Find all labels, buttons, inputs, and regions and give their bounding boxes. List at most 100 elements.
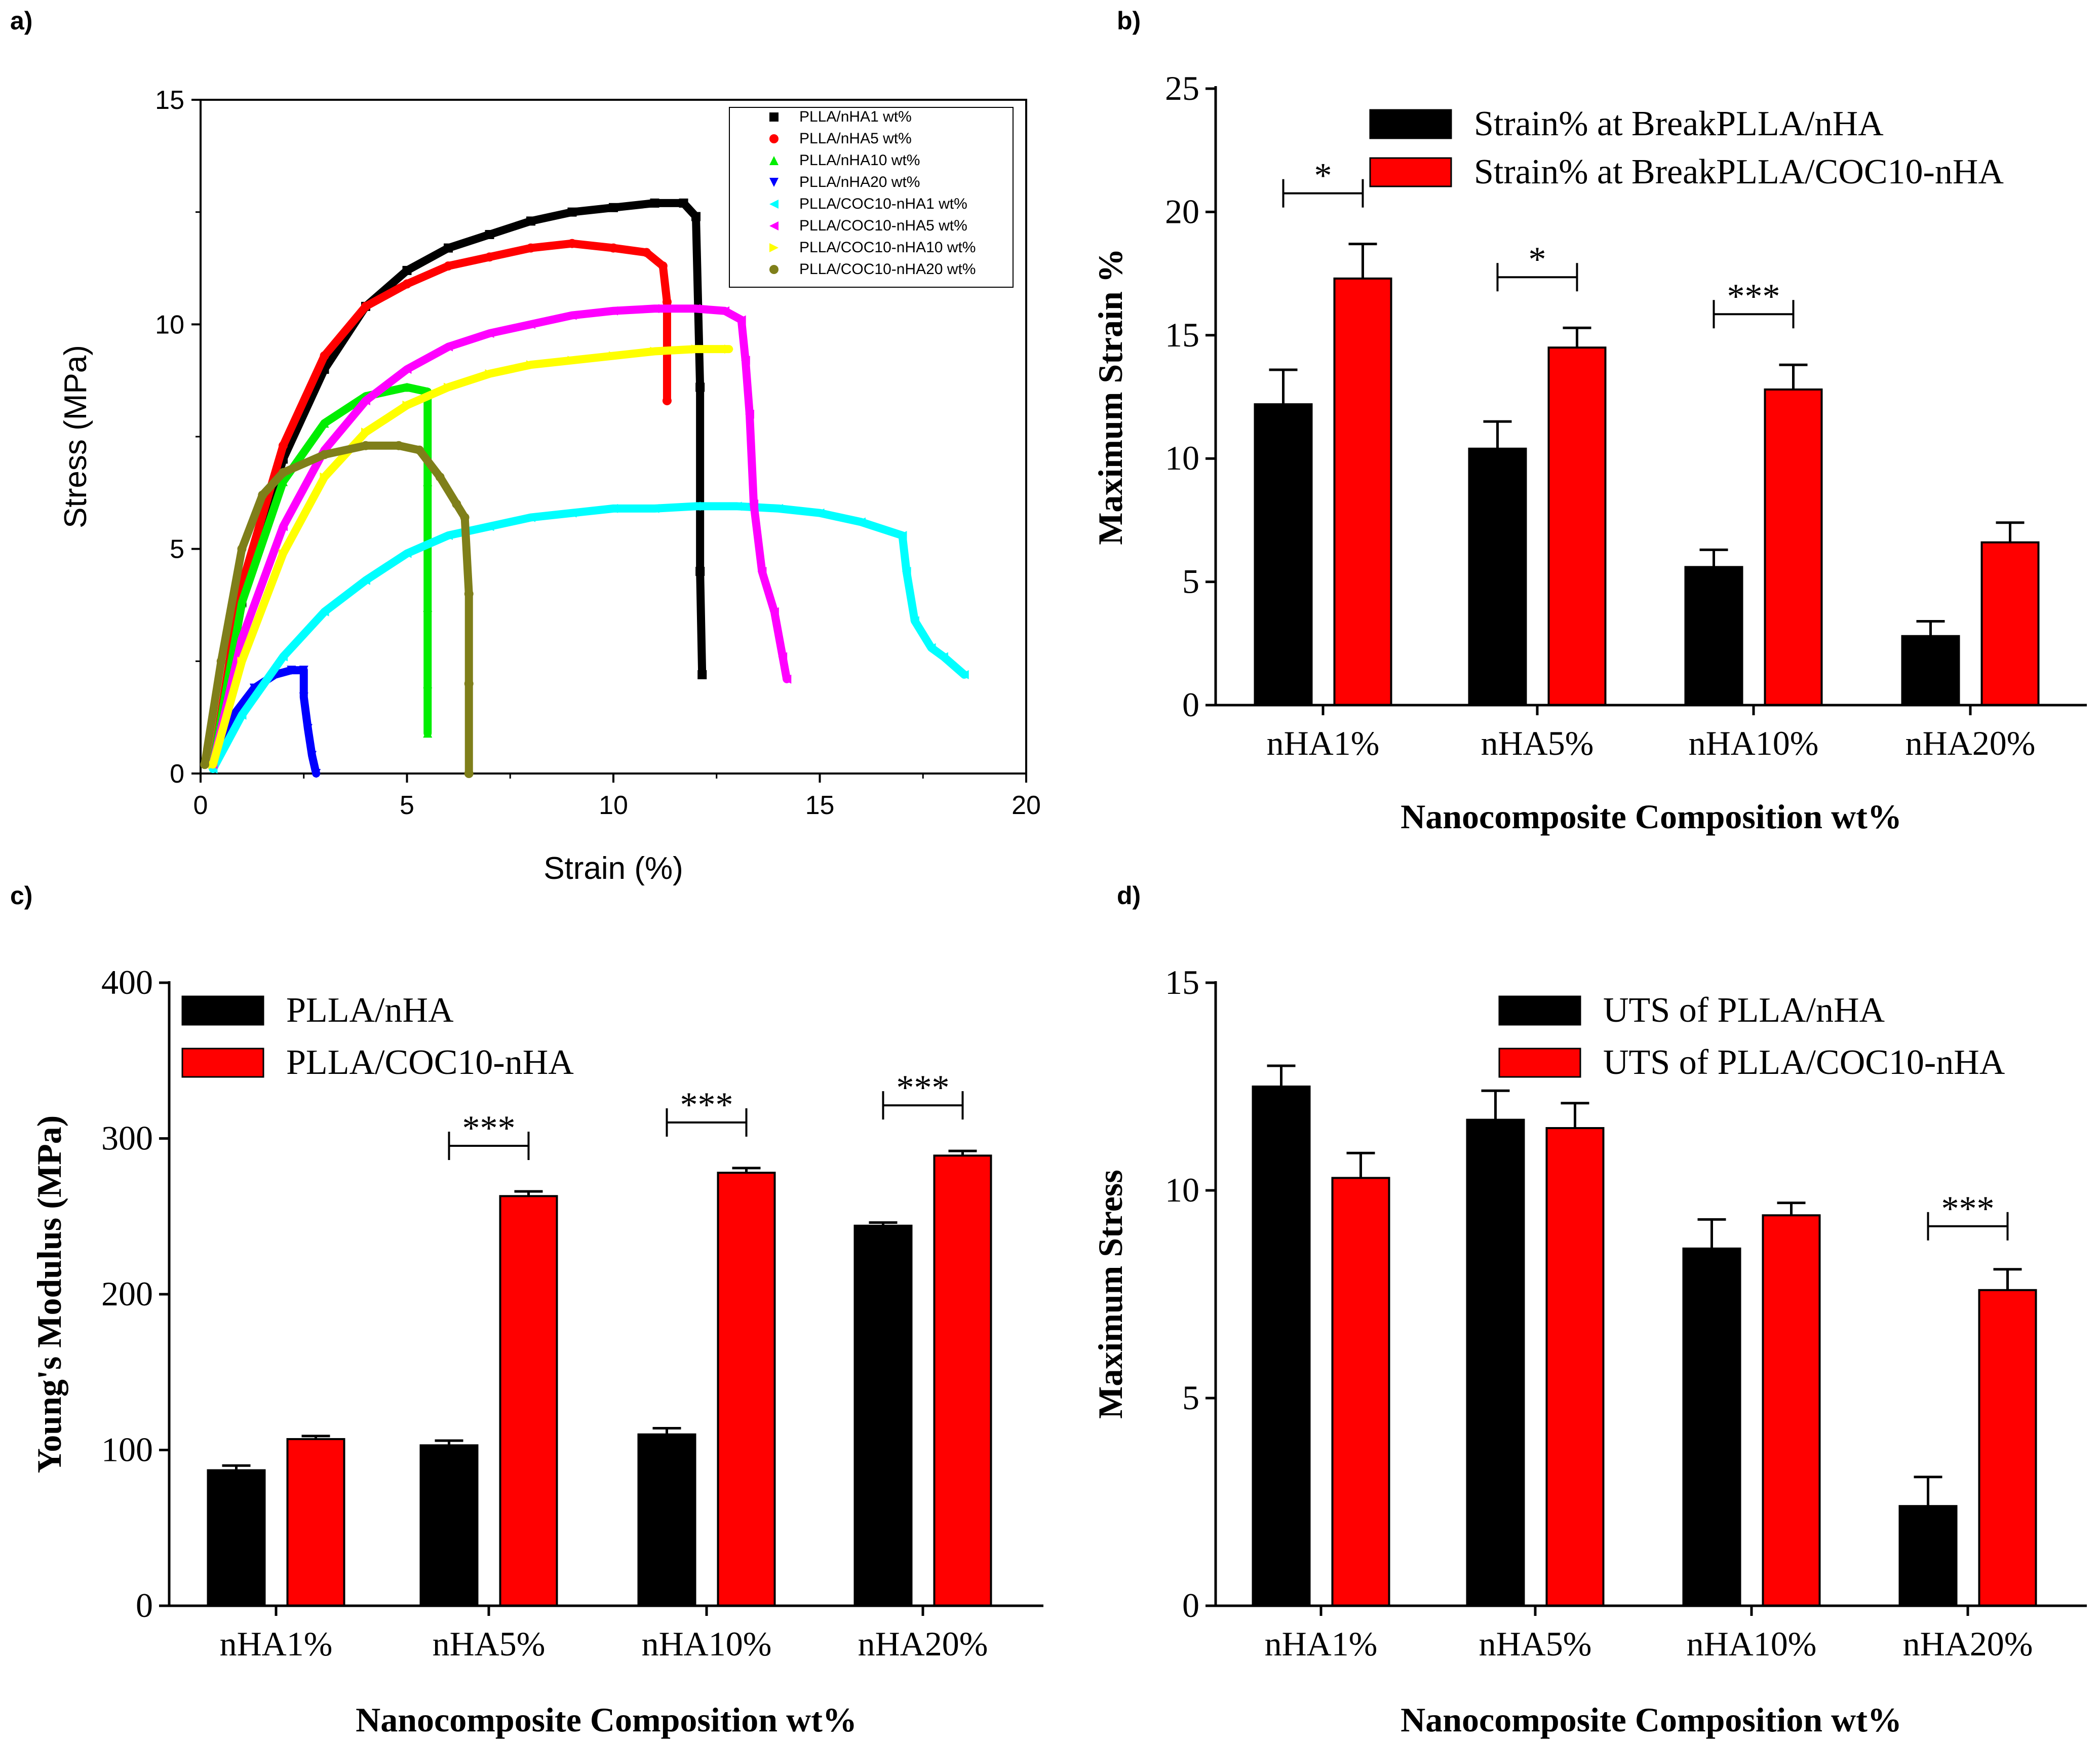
x-axis-title: Nanocomposite Composition wt%: [1401, 1700, 1902, 1739]
bar-group: [1764, 363, 1823, 706]
data-point: [650, 198, 659, 208]
data-point: [939, 652, 948, 662]
category-label: nHA1%: [220, 1625, 333, 1663]
legend-swatch: [1369, 157, 1452, 187]
x-tick-label: 10: [599, 791, 628, 820]
bar-group: [207, 1464, 266, 1607]
data-point: [650, 346, 659, 356]
data-point: [402, 365, 412, 374]
data-point: [200, 760, 210, 769]
y-tick-label: 15: [155, 86, 184, 115]
bar: [1466, 1118, 1525, 1607]
legend-label: PLLA/nHA10 wt%: [799, 152, 920, 169]
data-point: [279, 477, 288, 486]
data-point: [423, 602, 433, 612]
data-point: [402, 382, 412, 392]
data-point: [526, 513, 535, 522]
bar-group: [1333, 243, 1392, 706]
data-point: [609, 203, 618, 212]
significance-bracket: ***: [448, 1109, 530, 1161]
data-point: [526, 216, 535, 226]
data-point: [691, 304, 701, 314]
data-point: [650, 304, 659, 314]
y-tick-label: 5: [1182, 562, 1199, 601]
bar-group: [499, 1190, 558, 1607]
bar: [1333, 277, 1392, 706]
data-point: [691, 501, 701, 511]
significance-label: ***: [1941, 1189, 1995, 1228]
bar: [1545, 1127, 1605, 1607]
data-point: [749, 499, 759, 509]
data-point: [774, 504, 783, 513]
significance-label: ***: [680, 1086, 733, 1125]
bar-group: [1898, 1476, 1958, 1607]
bar: [717, 1172, 776, 1607]
data-point: [662, 396, 672, 406]
series-2: [208, 239, 672, 769]
bar-group: [1980, 521, 2040, 707]
bar: [1682, 1247, 1741, 1607]
data-point: [444, 261, 453, 271]
bar-group: [419, 1439, 479, 1607]
bar: [853, 1224, 913, 1607]
y-axis-title: Stress (MPa): [58, 345, 93, 528]
y-tick-label: 5: [170, 535, 184, 564]
data-point: [782, 674, 792, 684]
legend-marker: [769, 112, 779, 122]
bar: [1684, 566, 1743, 706]
data-point: [299, 666, 308, 675]
bar-group: [853, 1221, 913, 1607]
data-point: [485, 252, 494, 262]
y-tick-label: 15: [1165, 316, 1199, 354]
data-point: [898, 531, 907, 540]
data-point: [959, 670, 969, 679]
data-point: [609, 306, 618, 316]
data-point: [691, 344, 701, 354]
panel-label-c: c): [10, 881, 32, 910]
bar-group: [1252, 1064, 1311, 1607]
data-point: [526, 360, 535, 370]
legend-swatch: [1369, 109, 1452, 139]
legend-swatch: [181, 995, 264, 1026]
data-point: [312, 769, 321, 778]
data-point: [303, 724, 313, 733]
bar-group: [717, 1167, 776, 1607]
data-point: [414, 445, 424, 455]
significance-bracket: ***: [1927, 1189, 2009, 1241]
bar-group: [1331, 1151, 1390, 1607]
data-point: [237, 598, 247, 608]
data-point: [287, 666, 296, 675]
data-point: [394, 441, 404, 450]
data-point: [691, 212, 701, 221]
category-label: nHA1%: [1267, 724, 1380, 762]
series-8: [200, 441, 474, 778]
bar: [933, 1154, 992, 1607]
data-point: [464, 769, 474, 778]
data-point: [695, 567, 705, 576]
bar: [419, 1444, 479, 1607]
legend-marker: [769, 134, 779, 143]
bar-group: [1762, 1202, 1821, 1607]
data-point: [402, 279, 412, 289]
significance-bracket: *: [1282, 157, 1364, 208]
category-label: nHA20%: [858, 1625, 988, 1663]
legend-swatch: [1498, 1048, 1581, 1078]
data-point: [464, 679, 474, 688]
category-label: nHA5%: [1479, 1625, 1592, 1663]
data-point: [769, 607, 779, 616]
bar-group: [1466, 1089, 1525, 1607]
data-point: [237, 634, 247, 643]
data-point: [679, 198, 688, 208]
data-point: [237, 544, 247, 554]
data-point: [216, 656, 226, 666]
maximum-stress-chart: UTS of PLLA/nHA UTS of PLLA/COC10-nHA 0 5 1…: [1091, 963, 2087, 1739]
data-point: [567, 356, 577, 365]
legend: PLLA/nHA PLLA/COC10-nHA: [181, 991, 574, 1082]
bar-group: [1682, 1218, 1741, 1607]
legend-label: PLLA/nHA20 wt%: [799, 174, 920, 190]
y-tick-label: 10: [155, 310, 184, 339]
data-point: [208, 760, 218, 769]
data-point: [650, 504, 659, 513]
data-point: [609, 351, 618, 361]
data-point: [609, 504, 618, 513]
